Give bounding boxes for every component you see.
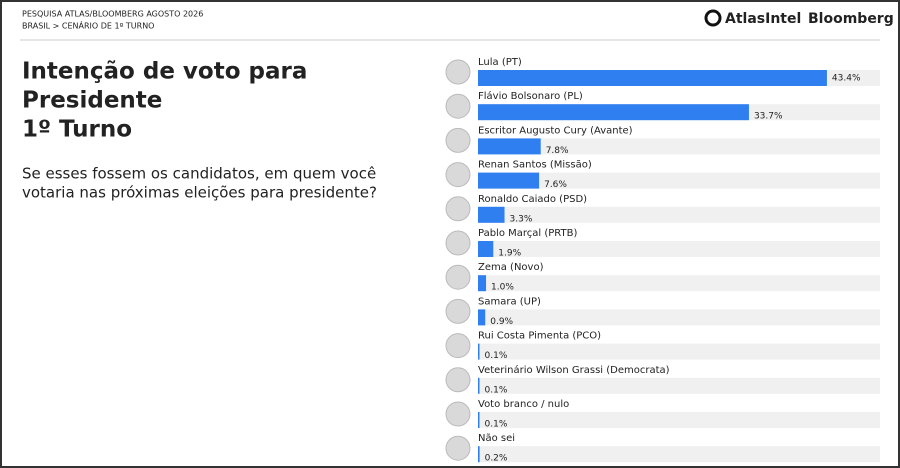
value-label: 0.1% xyxy=(485,351,508,361)
avatar xyxy=(445,196,471,222)
bar xyxy=(478,275,487,292)
avatar xyxy=(445,367,471,393)
category-label: Flávio Bolsonaro (PL) xyxy=(478,90,583,102)
category-label: Zema (Novo) xyxy=(478,262,544,273)
avatar xyxy=(445,401,471,427)
chart-subtitle: Se esses fossem os candidatos, em quem v… xyxy=(22,165,376,183)
avatar xyxy=(445,298,471,324)
bar xyxy=(478,241,494,257)
track xyxy=(478,275,880,292)
track xyxy=(478,343,880,360)
category-label: Rui Costa Pimenta (PCO) xyxy=(478,331,601,342)
track xyxy=(478,138,880,155)
chart-title: Intenção de voto para xyxy=(22,59,307,85)
value-label: 0.1% xyxy=(485,385,508,395)
value-label: 33.7% xyxy=(754,112,783,122)
avatar xyxy=(445,264,471,290)
avatar xyxy=(445,333,471,359)
avatar xyxy=(445,435,471,461)
bar xyxy=(478,172,540,189)
bar xyxy=(478,70,827,86)
value-label: 7.6% xyxy=(544,180,567,190)
bar xyxy=(478,343,480,360)
bar xyxy=(478,138,541,155)
avatar xyxy=(445,59,471,85)
category-label: Veterinário Wilson Grassi (Democrata) xyxy=(478,364,670,376)
category-label: Não sei xyxy=(478,433,515,444)
bar xyxy=(478,446,480,463)
track xyxy=(478,172,880,189)
category-label: Voto branco / nulo xyxy=(478,399,569,410)
track xyxy=(478,446,880,463)
bar xyxy=(478,206,505,223)
value-label: 1.9% xyxy=(498,249,521,259)
breadcrumb: BRASIL > CENÁRIO DE 1º TURNO xyxy=(22,20,154,31)
survey: PESQUISA ATLAS/BLOOMBERG AGOSTO 2026 xyxy=(22,10,203,19)
value-label: 1.0% xyxy=(491,283,514,293)
value-label: 0.9% xyxy=(490,317,513,327)
track xyxy=(478,377,880,394)
value-label: 0.2% xyxy=(485,454,508,464)
atlas-icon xyxy=(704,9,722,27)
track xyxy=(478,412,880,428)
category-label: Lula (PT) xyxy=(478,57,522,68)
avatar xyxy=(445,230,471,256)
category-label: Samara (UP) xyxy=(478,296,541,307)
category-label: Renan Santos (Missão) xyxy=(478,160,592,171)
value-label: 7.8% xyxy=(546,146,569,156)
value-label: 0.1% xyxy=(485,420,508,430)
bar xyxy=(478,412,480,428)
logo: AtlasIntel xyxy=(725,11,801,27)
value-label: 43.4% xyxy=(832,74,861,84)
avatar xyxy=(445,93,471,119)
bar xyxy=(478,104,749,121)
category-label: Pablo Marçal (PRTB) xyxy=(478,228,577,239)
chart-title: 1º Turno xyxy=(22,117,132,143)
avatar xyxy=(445,127,471,153)
bar xyxy=(478,309,486,326)
chart-title: Presidente xyxy=(22,88,162,114)
track xyxy=(478,206,880,223)
category-label: Ronaldo Caiado (PSD) xyxy=(478,194,587,205)
chart-subtitle: votaria nas próximas eleições para presi… xyxy=(22,184,377,202)
avatar xyxy=(445,162,471,188)
value-label: 3.3% xyxy=(510,214,533,224)
logo: Bloomberg xyxy=(808,11,894,27)
bar xyxy=(478,377,480,394)
category-label: Escritor Augusto Cury (Avante) xyxy=(478,125,633,136)
track xyxy=(478,241,880,257)
track xyxy=(478,309,880,326)
